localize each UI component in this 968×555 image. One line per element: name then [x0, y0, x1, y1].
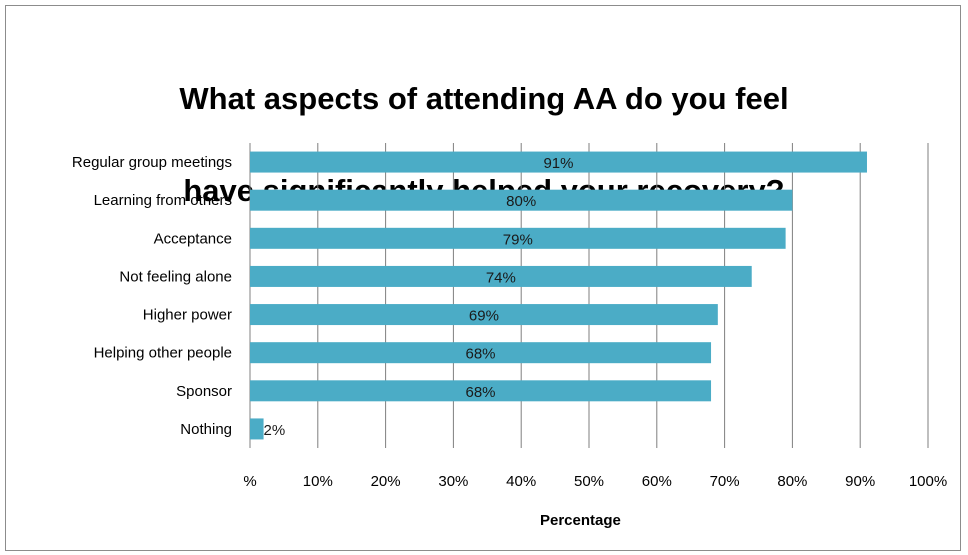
- category-label: Helping other people: [94, 345, 232, 362]
- category-label: Nothing: [180, 421, 232, 438]
- x-tick-label: 60%: [642, 473, 672, 490]
- data-label: 74%: [486, 269, 516, 286]
- x-tick-label: 20%: [371, 473, 401, 490]
- x-tick-label: 40%: [506, 473, 536, 490]
- x-tick-label: 30%: [438, 473, 468, 490]
- chart-title-line-1: What aspects of attending AA do you feel: [179, 81, 789, 116]
- bar: [250, 304, 718, 326]
- bar: [250, 418, 264, 440]
- x-tick-label: 70%: [710, 473, 740, 490]
- category-label: Higher power: [143, 307, 232, 324]
- x-tick-label: 50%: [574, 473, 604, 490]
- category-label: Not feeling alone: [119, 268, 232, 285]
- bar: [250, 342, 712, 364]
- bar: [250, 380, 712, 402]
- x-tick-label: 10%: [303, 473, 333, 490]
- x-tick-label: 100%: [909, 473, 947, 490]
- bar: [250, 227, 786, 249]
- x-tick-label: 80%: [777, 473, 807, 490]
- category-label: Regular group meetings: [72, 154, 232, 171]
- bar: [250, 265, 752, 287]
- bar: [250, 151, 867, 173]
- category-label: Learning from others: [94, 192, 232, 209]
- bar: [250, 189, 793, 211]
- data-label: 80%: [506, 193, 536, 210]
- category-label: Acceptance: [154, 230, 232, 247]
- x-axis-label: Percentage: [540, 512, 621, 529]
- data-label: 91%: [543, 155, 573, 172]
- data-label: 68%: [466, 346, 496, 363]
- data-label: 79%: [503, 231, 533, 248]
- data-label: 68%: [466, 384, 496, 401]
- category-label: Sponsor: [176, 383, 232, 400]
- data-label: 2%: [264, 422, 286, 439]
- x-tick-label: 90%: [845, 473, 875, 490]
- data-label: 69%: [469, 308, 499, 325]
- x-tick-label: %: [243, 473, 256, 490]
